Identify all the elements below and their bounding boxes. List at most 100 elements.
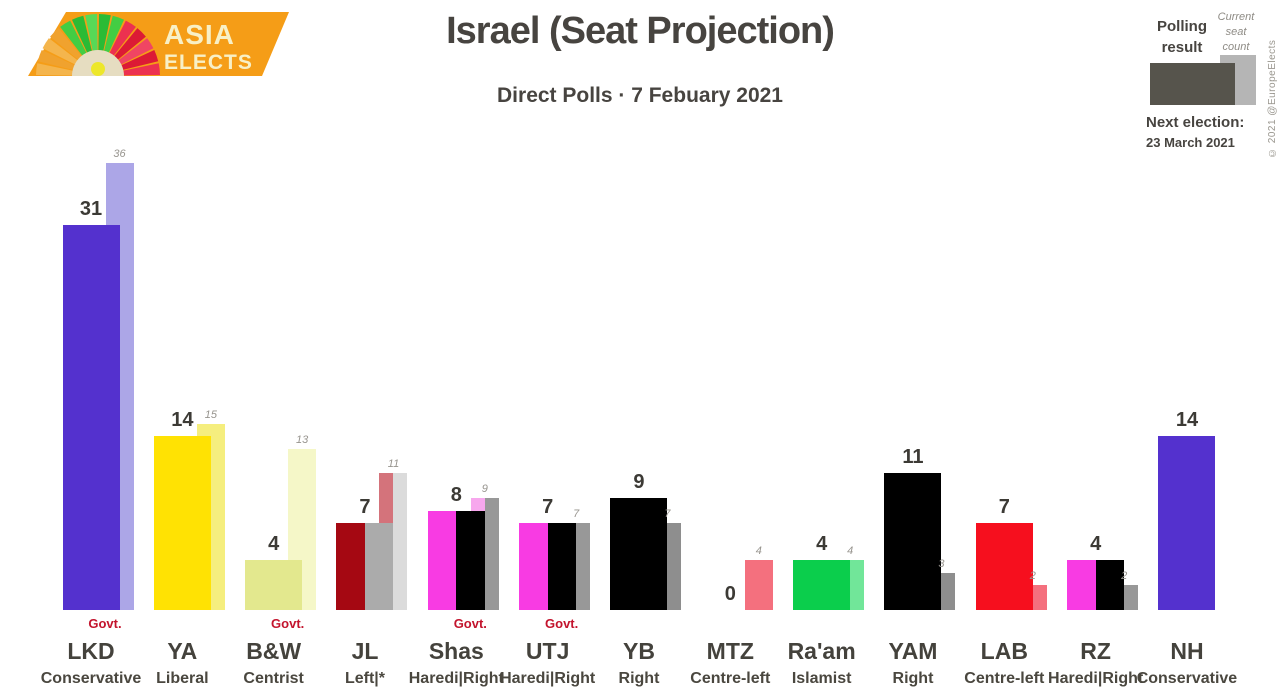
polling-value: 31 (79, 198, 103, 220)
bar-segment (1067, 560, 1096, 610)
polling-value: 7 (359, 496, 371, 519)
polling-bar (1067, 560, 1125, 610)
party-abbr: YB (622, 638, 655, 664)
current-value: 9 (481, 483, 488, 496)
bar-segment (456, 510, 485, 610)
current-value: 15 (204, 408, 217, 421)
logo-text-line1: ASIA (164, 19, 235, 50)
current-value: 4 (755, 545, 762, 558)
current-value: 7 (664, 508, 671, 521)
polling-bar (245, 560, 303, 610)
current-value: 2 (1029, 570, 1036, 583)
party-ideology: Right (892, 670, 934, 687)
current-value: 3 (938, 557, 945, 570)
party-ideology: Left|* (344, 670, 385, 687)
polling-bar (427, 510, 485, 610)
party-abbr: YAM (888, 638, 938, 664)
chart-subtitle: Direct Polls · 7 Febuary 2021 (497, 84, 783, 107)
polling-bar (153, 436, 211, 610)
party-abbr: RZ (1080, 638, 1111, 664)
bar-segment (427, 510, 457, 610)
legend: Polling result Current seat count Next e… (1146, 10, 1258, 160)
polling-value: 7 (542, 496, 554, 519)
legend-current-label: Current seat count (1217, 11, 1255, 53)
party-ideology: Right (618, 670, 660, 687)
polling-value: 14 (171, 409, 194, 432)
govt-badge: Govt. (545, 616, 579, 631)
polling-value: 14 (1175, 409, 1199, 432)
bar-segment (547, 523, 577, 610)
current-value: 4 (847, 545, 854, 558)
polling-value: 9 (633, 471, 645, 494)
bar-segment (519, 523, 548, 610)
polling-value: 0 (724, 583, 736, 605)
current-value: 36 (113, 147, 126, 160)
legend-polling-swatch (1150, 63, 1235, 105)
polling-value: 11 (902, 446, 924, 469)
polling-bar (336, 523, 394, 610)
next-election-date: 23 March 2021 (1146, 135, 1235, 150)
party-abbr: MTZ (706, 638, 754, 664)
bar-segment (1124, 585, 1139, 610)
polling-value: 4 (1090, 533, 1102, 556)
party-ideology: Conservative (40, 670, 142, 687)
chart-title: Israel (Seat Projection) (446, 10, 835, 52)
legend-polling-label: Polling result (1157, 18, 1207, 56)
party-abbr: Ra'am (787, 638, 856, 664)
party-abbr: YA (167, 638, 198, 664)
polling-bar (610, 498, 668, 610)
govt-badge: Govt. (453, 616, 487, 631)
govt-badge: Govt. (271, 616, 305, 631)
party-ideology: Haredi|Right (1048, 670, 1144, 687)
bar-segment (393, 473, 408, 610)
bar-segment (336, 523, 365, 610)
current-value: 7 (573, 508, 580, 521)
next-election-label: Next election: (1146, 114, 1245, 131)
bar-segment (1158, 436, 1216, 610)
party-abbr: B&W (246, 638, 302, 664)
bar-segment (975, 523, 1033, 610)
party-ideology: Islamist (791, 670, 852, 687)
party-abbr: UTJ (525, 638, 570, 664)
bar-segment (364, 523, 394, 610)
bar-segment (1095, 560, 1125, 610)
bar-segment (153, 436, 211, 610)
current-value: 13 (296, 433, 309, 446)
party-ideology: Centrist (243, 670, 304, 687)
logo-dot (91, 62, 105, 76)
party-abbr: JL (351, 638, 379, 664)
bar-segment (62, 225, 120, 610)
bar-segment (576, 523, 591, 610)
logo-text-line2: ELECTS (164, 51, 253, 74)
party-abbr: Shas (428, 638, 484, 664)
party-abbr: NH (1170, 638, 1204, 664)
polling-value: 8 (450, 483, 462, 506)
polling-bar (62, 225, 120, 610)
bar-segment (610, 498, 668, 610)
polling-bar (519, 523, 577, 610)
current-value: 2 (1121, 570, 1128, 583)
bar-segment (744, 560, 773, 610)
polling-value: 7 (998, 496, 1010, 519)
govt-badge: Govt. (88, 616, 122, 631)
polling-bar (1158, 436, 1216, 610)
party-ideology: Conservative (1136, 670, 1238, 687)
current-value: 11 (387, 458, 400, 471)
bar-segment (245, 560, 303, 610)
polling-bar (975, 523, 1033, 610)
polling-bar (884, 473, 942, 610)
asia-elects-logo: ASIA ELECTS (28, 12, 289, 77)
party-abbr: LKD (67, 638, 115, 664)
party-ideology: Haredi|Right (408, 670, 504, 687)
bar-segment (884, 473, 942, 610)
bar-segment (484, 498, 499, 610)
bar-segment (793, 560, 851, 610)
polling-bar (793, 560, 851, 610)
polling-value: 4 (816, 533, 828, 556)
party-ideology: Centre-left (964, 670, 1045, 687)
party-abbr: LAB (980, 638, 1028, 664)
party-ideology: Liberal (156, 670, 209, 687)
party-ideology: Haredi|Right (500, 670, 596, 687)
